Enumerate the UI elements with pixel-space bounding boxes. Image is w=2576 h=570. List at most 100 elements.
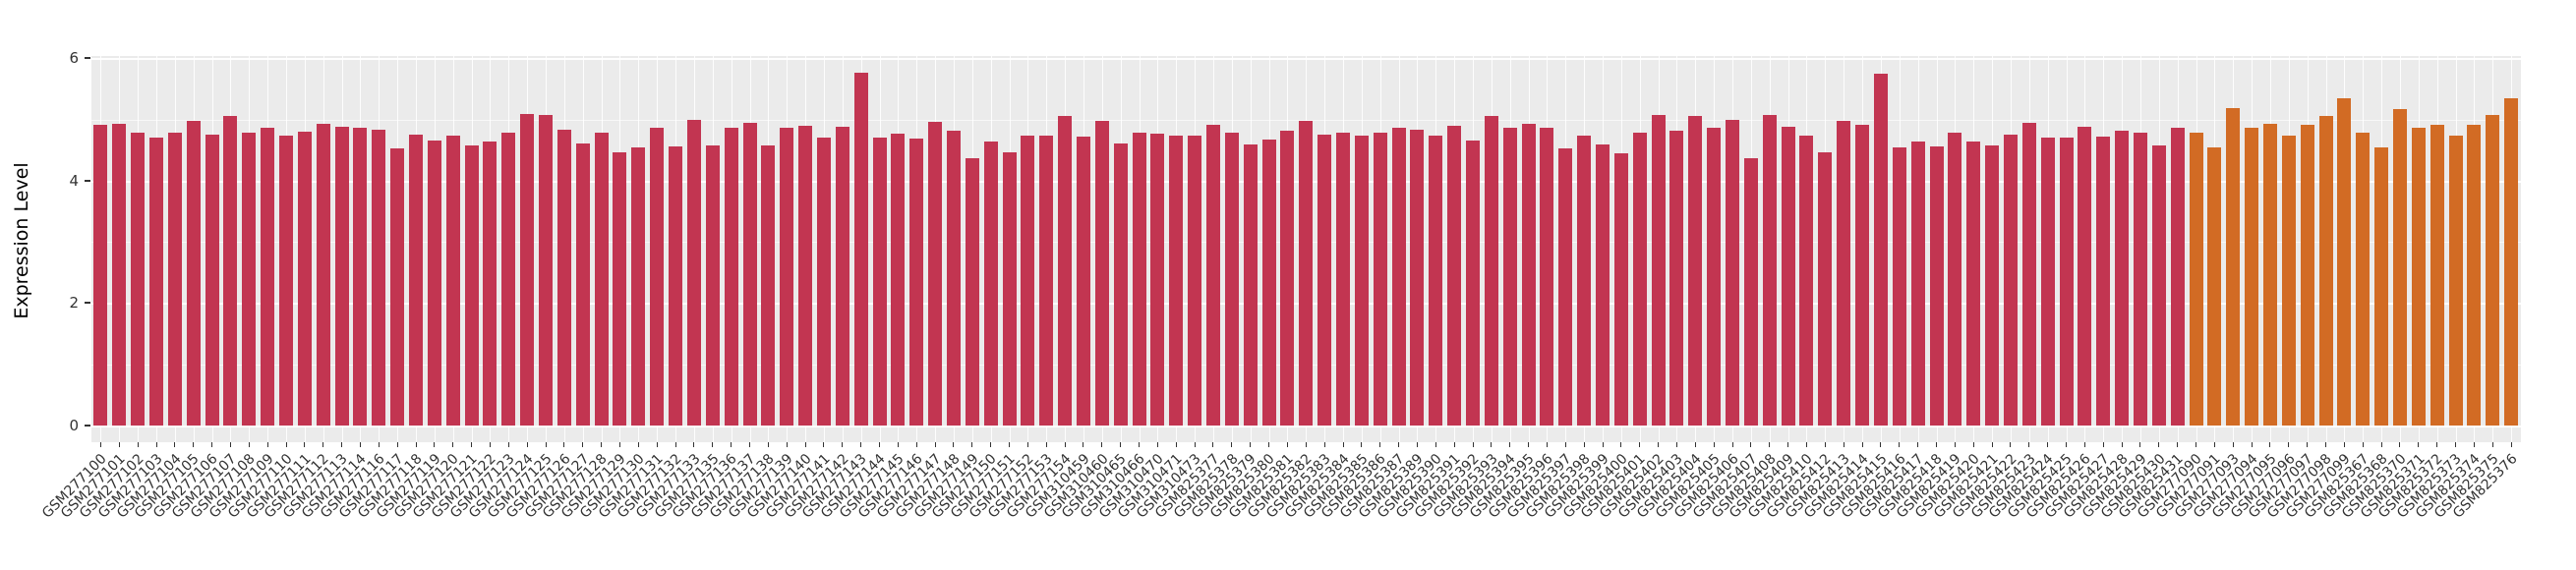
bar-slot	[1611, 56, 1630, 426]
bar-GSM825403	[1669, 131, 1684, 426]
x-tick-slot	[629, 442, 648, 447]
x-tick-mark	[137, 442, 139, 447]
bar-slot	[1075, 56, 1093, 426]
bar-GSM825420	[1966, 142, 1981, 426]
x-tick-slot	[1611, 442, 1630, 447]
bar-GSM277116	[372, 130, 386, 426]
bar-GSM277126	[556, 130, 571, 426]
x-tick-slot	[1927, 442, 1946, 447]
x-tick-mark	[1434, 442, 1436, 447]
x-tick-mark	[897, 442, 899, 447]
bar-slot	[1556, 56, 1575, 426]
bar-GSM277128	[594, 133, 609, 426]
x-tick-mark	[860, 442, 862, 447]
x-tick-mark	[378, 442, 380, 447]
x-tick-mark	[990, 442, 992, 447]
y-tick-label-0: 0	[69, 417, 79, 434]
bar-GSM277154	[1058, 116, 1073, 426]
bar-GSM277119	[427, 141, 441, 426]
x-tick-mark	[489, 442, 491, 447]
x-tick-slot	[2113, 442, 2132, 447]
bar-slot	[815, 56, 834, 426]
x-tick-slot	[1427, 442, 1445, 447]
x-tick-mark	[285, 442, 287, 447]
x-tick-mark	[322, 442, 324, 447]
x-tick-mark	[1546, 442, 1548, 447]
x-tick-mark	[1899, 442, 1901, 447]
x-tick-mark	[1416, 442, 1418, 447]
x-tick-mark	[1880, 442, 1882, 447]
x-tick-slot	[295, 442, 314, 447]
bar-slot	[1724, 56, 1742, 426]
x-tick-mark	[1212, 442, 1214, 447]
bar-slot	[611, 56, 629, 426]
x-tick-slot	[1649, 442, 1668, 447]
bar-slot	[1464, 56, 1483, 426]
bar-GSM277139	[780, 128, 794, 426]
bar-GSM825407	[1743, 158, 1758, 426]
bar-slot	[685, 56, 704, 426]
bar-slot	[1130, 56, 1148, 426]
bar-slot	[129, 56, 147, 426]
x-tick-slot	[462, 442, 481, 447]
x-tick-slot	[926, 442, 945, 447]
x-tick-mark	[656, 442, 658, 447]
bar-slot	[759, 56, 778, 426]
bar-GSM277148	[946, 131, 961, 426]
x-tick-mark	[1045, 442, 1047, 447]
bar-slot	[1853, 56, 1872, 426]
x-tick-slot	[1241, 442, 1259, 447]
bar-slot	[518, 56, 537, 426]
y-tick-mark-4	[85, 179, 90, 182]
x-tick-mark	[2213, 442, 2215, 447]
x-tick-mark	[359, 442, 361, 447]
x-tick-mark	[2121, 442, 2123, 447]
bar-slot	[1575, 56, 1594, 426]
x-tick-slot	[1741, 442, 1760, 447]
bar-GSM277150	[983, 142, 998, 426]
bar-slot	[1668, 56, 1686, 426]
bar-GSM277117	[390, 148, 405, 426]
bar-GSM825421	[1985, 145, 2000, 426]
y-tick-label-4: 4	[69, 171, 79, 190]
bar-GSM277135	[705, 145, 720, 426]
x-tick-slot	[2484, 442, 2502, 447]
x-tick-slot	[1278, 442, 1297, 447]
x-tick-mark	[1528, 442, 1530, 447]
bar-GSM277094	[2245, 128, 2259, 426]
x-tick-slot	[1130, 442, 1148, 447]
x-tick-slot	[1964, 442, 1983, 447]
bar-GSM277104	[167, 133, 182, 426]
bar-GSM825402	[1651, 115, 1666, 426]
bar-slot	[2168, 56, 2187, 426]
x-tick-mark	[2455, 442, 2457, 447]
bar-GSM825425	[2059, 138, 2074, 426]
x-tick-slot	[2391, 442, 2410, 447]
bar-GSM825382	[1299, 121, 1314, 426]
bar-slot	[259, 56, 277, 426]
x-tick-mark	[211, 442, 213, 447]
x-tick-mark	[1491, 442, 1493, 447]
x-tick-mark	[582, 442, 584, 447]
x-tick-slot	[2465, 442, 2484, 447]
bar-GSM310459	[1076, 137, 1090, 426]
x-tick-mark	[2473, 442, 2475, 447]
x-tick-mark	[1268, 442, 1270, 447]
bar-slot	[388, 56, 407, 426]
bar-GSM277096	[2281, 136, 2296, 426]
bar-GSM825417	[1910, 142, 1925, 426]
bar-GSM825383	[1317, 135, 1332, 426]
bar-slot	[1111, 56, 1130, 426]
x-tick-slot	[722, 442, 740, 447]
bar-slot	[629, 56, 648, 426]
bar-slot	[2205, 56, 2224, 426]
x-tick-mark	[1694, 442, 1696, 447]
x-tick-slot	[1204, 442, 1223, 447]
bar-GSM277137	[742, 123, 757, 426]
x-tick-mark	[1139, 442, 1141, 447]
x-tick-mark	[2362, 442, 2364, 447]
x-tick-slot	[1075, 442, 1093, 447]
bar-slot	[1890, 56, 1908, 426]
x-tick-mark	[618, 442, 620, 447]
bar-slot	[926, 56, 945, 426]
